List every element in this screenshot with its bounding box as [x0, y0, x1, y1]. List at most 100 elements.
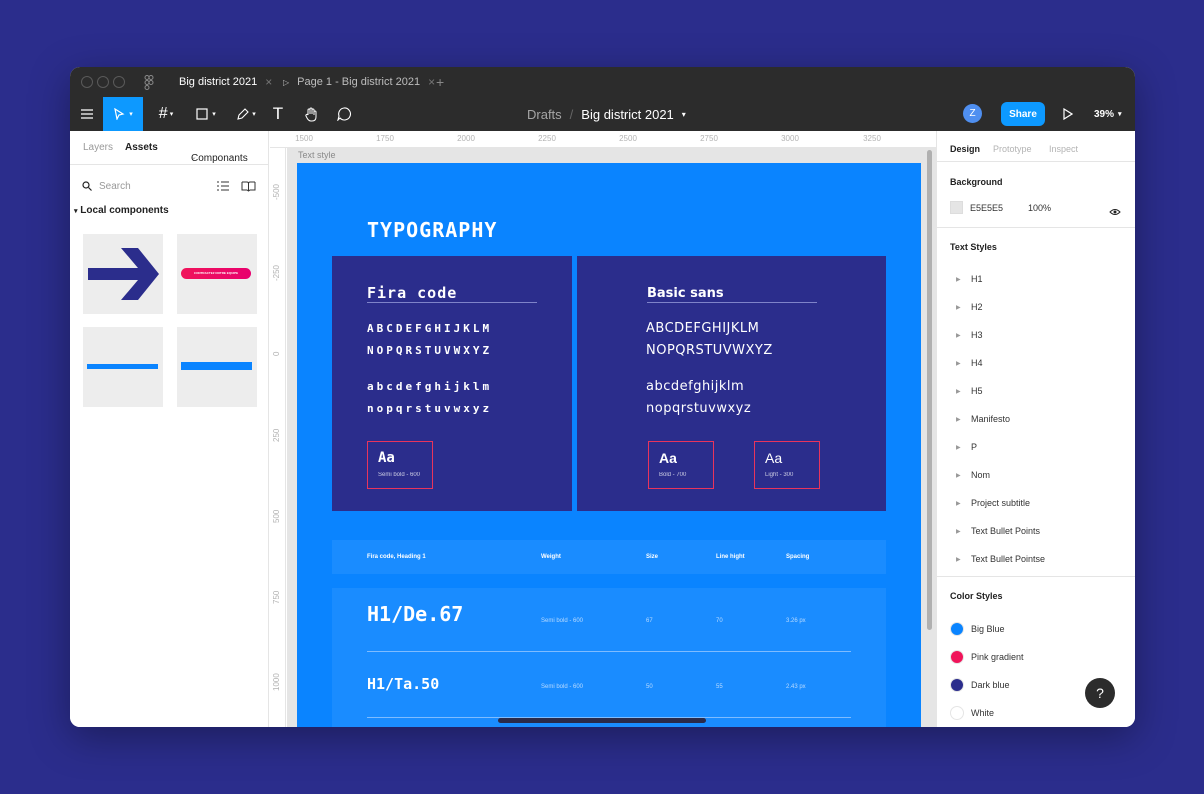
text-style-label: H5 [971, 386, 983, 396]
type-table-header: Fira code, Heading 1 Weight Size Line hi… [332, 540, 886, 574]
breadcrumb-file-name[interactable]: Big district 2021 [581, 106, 674, 122]
tab-layers[interactable]: Layers [83, 142, 114, 153]
tab-file-label: Big district 2021 [179, 76, 258, 88]
row-weight: Semi bold - 600 [541, 684, 584, 690]
tab-prototype[interactable]: ▷ Page 1 - Big district 2021 × [273, 67, 445, 97]
vertical-scrollbar[interactable] [927, 150, 932, 630]
frame-tool-button[interactable]: # ▾ [150, 97, 182, 131]
search-icon [82, 181, 92, 191]
tab-inspect[interactable]: Inspect [1049, 144, 1079, 154]
component-arrow[interactable] [83, 234, 163, 314]
text-tool-button[interactable]: T [268, 97, 288, 131]
sample-weight: Semi bold - 600 [378, 472, 421, 478]
fira-upper-line-2: NOPQRSTUVWXYZ [367, 344, 493, 357]
figma-logo-icon[interactable] [144, 75, 154, 95]
row-line-height: 55 [716, 684, 723, 690]
breadcrumb-drafts[interactable]: Drafts [527, 106, 562, 122]
tab-file[interactable]: Big district 2021 × [169, 67, 282, 97]
ruler-left: -500 -250 0 250 500 750 1000 [269, 148, 286, 727]
pen-tool-button[interactable]: ▾ [230, 97, 262, 131]
basic-lowercase: abcdefghijklm nopqrstuvwxyz [646, 376, 751, 420]
tab-prototype-panel[interactable]: Prototype [993, 144, 1032, 154]
pink-pill: CONTRACTEZ NOTRE EQUIPE [181, 268, 251, 279]
typography-title: TYPOGRAPHY [367, 218, 498, 242]
ruler-tick: 3250 [863, 134, 881, 143]
rectangle-icon [196, 108, 208, 120]
library-icon[interactable] [241, 181, 256, 192]
minimize-window-button[interactable] [97, 76, 109, 88]
row-divider [367, 651, 851, 652]
comment-icon [337, 107, 351, 121]
component-blue-bar-1[interactable] [83, 327, 163, 407]
search-bar: Search [82, 175, 258, 197]
chevron-down-icon[interactable]: ▾ [681, 109, 686, 119]
tab-assets[interactable]: Assets [125, 142, 158, 153]
main-menu-button[interactable] [76, 97, 98, 131]
text-style-label: H4 [971, 358, 983, 368]
divider [937, 161, 1135, 162]
caret-down-icon: ▾ [74, 208, 78, 215]
chevron-down-icon: ▾ [169, 111, 174, 118]
background-swatch[interactable] [950, 201, 963, 214]
text-styles-title: Text Styles [950, 242, 997, 252]
row-style-name: H1/Ta.50 [367, 675, 440, 693]
basic-upper-line-1: ABCDEFGHIJKLM [646, 321, 760, 336]
zoom-dropdown[interactable]: 39% ▾ [1094, 102, 1122, 126]
comment-tool-button[interactable] [334, 97, 354, 131]
new-tab-button[interactable]: + [426, 67, 454, 97]
sample-aa: Aa [765, 450, 783, 466]
background-opacity[interactable]: 100% [1028, 203, 1052, 213]
caret-right-icon: ▶ [956, 445, 961, 451]
basic-bold-sample-box: Aa Bold - 700 [648, 441, 714, 489]
blue-bar [87, 364, 158, 369]
ruler-tick: 500 [272, 509, 281, 523]
search-input[interactable]: Search [99, 180, 131, 192]
fira-code-card: Fira code ABCDEFGHIJKLM NOPQRSTUVWXYZ ab… [332, 256, 572, 511]
text-style-label: Text Bullet Pointse [971, 554, 1046, 564]
ruler-tick: -500 [272, 183, 281, 200]
basic-upper-line-2: NOPQRSTUVWXYZ [646, 343, 773, 358]
canvas[interactable]: Text style TYPOGRAPHY Fira code ABCDEFGH… [287, 148, 936, 727]
text-style-label: Manifesto [971, 414, 1011, 424]
eye-icon[interactable] [1109, 203, 1121, 221]
background-hex[interactable]: E5E5E5 [970, 203, 1004, 213]
header-spacing: Spacing [786, 554, 810, 560]
row-size: 50 [646, 684, 653, 690]
user-avatar[interactable]: Z [963, 104, 982, 123]
text-icon: T [272, 104, 284, 123]
hand-tool-button[interactable] [300, 97, 324, 131]
play-icon [1063, 107, 1074, 121]
close-window-button[interactable] [81, 76, 93, 88]
close-tab-icon[interactable]: × [428, 75, 436, 89]
tab-design[interactable]: Design [950, 144, 981, 154]
chevron-down-icon: ▾ [212, 111, 216, 118]
help-button[interactable]: ? [1085, 678, 1115, 708]
text-style-frame[interactable]: TYPOGRAPHY Fira code ABCDEFGHIJKLM NOPQR… [297, 163, 921, 727]
close-tab-icon[interactable]: × [265, 75, 273, 89]
row-style-name: H1/De.67 [367, 602, 464, 626]
list-view-icon[interactable] [217, 181, 229, 191]
ruler-tick: 2500 [619, 134, 637, 143]
maximize-window-button[interactable] [113, 76, 125, 88]
text-style-label: P [971, 442, 978, 452]
hand-icon [305, 107, 317, 121]
present-button[interactable] [1063, 107, 1074, 125]
ruler-tick: 2000 [457, 134, 475, 143]
horizontal-scrollbar[interactable] [498, 718, 706, 723]
row-spacing: 2.43 px [786, 684, 806, 690]
ruler-tick: 1500 [295, 134, 313, 143]
local-components-header[interactable]: ▾ Local components [74, 205, 169, 216]
chevron-down-icon: ⌄ [191, 154, 197, 161]
shape-tool-button[interactable]: ▾ [190, 97, 222, 131]
move-tool-button[interactable]: ▾ [103, 97, 143, 131]
text-style-label: Nom [971, 470, 991, 480]
frame-label[interactable]: Text style [298, 150, 336, 160]
cursor-icon [114, 108, 125, 120]
app-window: Big district 2021 × ▷ Page 1 - Big distr… [70, 67, 1135, 727]
share-button[interactable]: Share [1001, 102, 1045, 126]
sample-weight: Light - 300 [765, 472, 794, 478]
row-divider [367, 717, 851, 718]
component-blue-bar-2[interactable] [177, 327, 257, 407]
caret-right-icon: ▶ [956, 473, 961, 479]
component-pink-button[interactable]: CONTRACTEZ NOTRE EQUIPE [177, 234, 257, 314]
